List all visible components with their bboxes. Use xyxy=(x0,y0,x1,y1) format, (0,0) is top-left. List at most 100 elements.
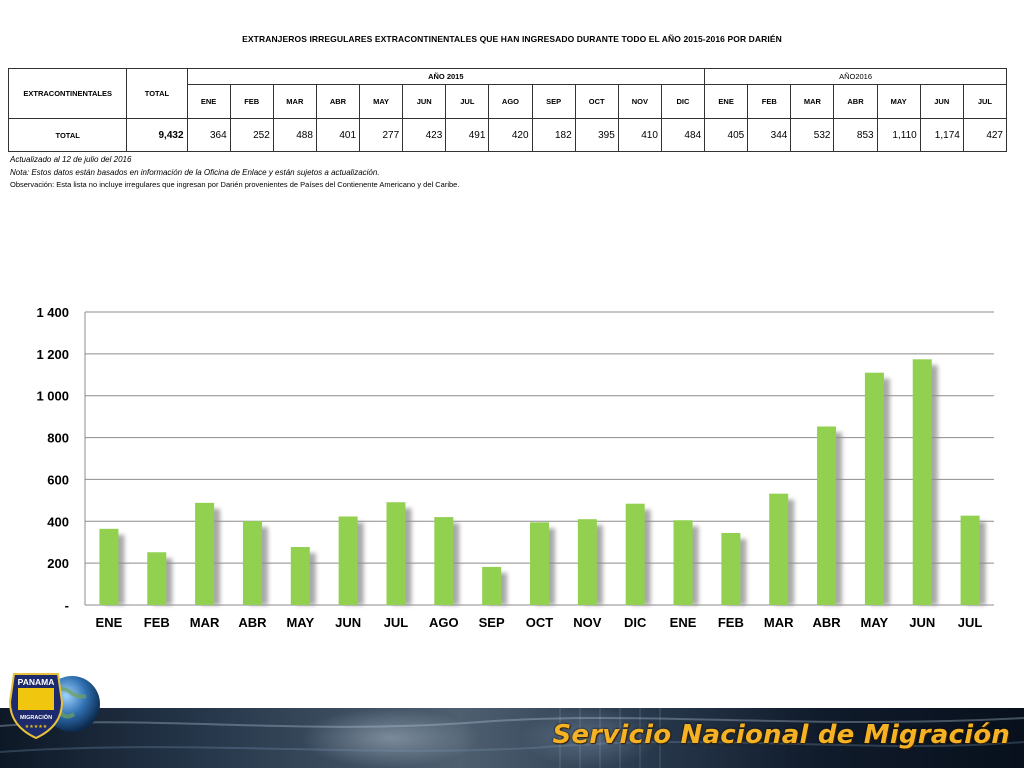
updated-note: Actualizado al 12 de julio del 2016 xyxy=(10,155,132,164)
chart-bar xyxy=(721,533,741,605)
x-tick-label: NOV xyxy=(573,615,602,630)
value-cell-2016: 405 xyxy=(704,118,749,152)
x-tick-label: ENE xyxy=(670,615,697,630)
y-tick-label: - xyxy=(65,598,69,613)
banner-wave-decoration xyxy=(0,708,1024,768)
chart-bar xyxy=(625,503,645,605)
value-cell-2016: 1,174 xyxy=(919,118,964,152)
x-tick-label: ABR xyxy=(238,615,267,630)
chart-bar xyxy=(864,372,884,605)
total-row-label: TOTAL xyxy=(7,118,128,152)
y-tick-label: 1 400 xyxy=(36,305,69,320)
year-2016-header: AÑO2016 xyxy=(704,68,1007,85)
svg-text:★★★★★: ★★★★★ xyxy=(25,724,48,730)
y-tick-label: 200 xyxy=(47,556,69,571)
x-tick-label: SEP xyxy=(479,615,505,630)
value-cell-2015: 395 xyxy=(574,118,619,152)
x-tick-label: AGO xyxy=(429,615,459,630)
value-cell-2015: 364 xyxy=(186,118,231,152)
value-cell-2015: 182 xyxy=(531,118,576,152)
value-cell-2015: 277 xyxy=(359,118,404,152)
y-tick-label: 400 xyxy=(47,514,69,529)
month-header-2015: MAR xyxy=(272,84,317,119)
month-header-2015: MAY xyxy=(359,84,404,119)
x-tick-label: MAY xyxy=(286,615,314,630)
value-cell-2016: 344 xyxy=(747,118,792,152)
month-header-2015: JUN xyxy=(402,84,447,119)
observation-note: Observación: Esta lista no incluye irreg… xyxy=(10,180,460,189)
x-tick-label: ABR xyxy=(812,615,841,630)
value-cell-2015: 484 xyxy=(660,118,706,152)
value-cell-2015: 252 xyxy=(229,118,274,152)
value-cell-2015: 401 xyxy=(315,118,361,152)
data-table: EXTRACONTINENTALES TOTAL AÑO 2015 AÑO201… xyxy=(7,68,1008,152)
year-2015-header: AÑO 2015 xyxy=(186,68,706,85)
brand-title: Servicio Nacional de Migración xyxy=(552,720,1010,750)
x-tick-label: JUL xyxy=(384,615,409,630)
value-cell-2015: 491 xyxy=(445,118,490,152)
x-tick-label: JUN xyxy=(909,615,935,630)
chart-bar xyxy=(386,502,406,605)
chart-bar xyxy=(960,515,980,605)
x-tick-label: FEB xyxy=(718,615,744,630)
y-tick-label: 600 xyxy=(47,472,69,487)
value-cell-2016: 853 xyxy=(833,118,878,152)
month-header-2016: MAR xyxy=(790,84,835,119)
month-header-2015: JUL xyxy=(445,84,490,119)
chart-bar xyxy=(769,493,789,605)
chart-bar xyxy=(99,528,119,605)
x-tick-label: JUL xyxy=(958,615,983,630)
month-header-2015: NOV xyxy=(617,84,662,119)
y-tick-label: 800 xyxy=(47,431,69,446)
x-tick-label: DIC xyxy=(624,615,647,630)
month-header-2015: OCT xyxy=(574,84,619,119)
month-header-2015: AGO xyxy=(488,84,533,119)
data-source-note: Nota: Estos datos están basados en infor… xyxy=(10,167,380,177)
x-tick-label: FEB xyxy=(144,615,170,630)
migration-logo: PANAMA MIGRACIÓN ★★★★★ xyxy=(6,664,106,744)
chart-bar xyxy=(530,522,549,605)
month-header-2016: JUL xyxy=(962,84,1008,119)
month-header-2016: MAY xyxy=(876,84,921,119)
banner-glow xyxy=(520,708,660,768)
logo-bottom-text: MIGRACIÓN xyxy=(20,713,52,721)
month-header-2015: DIC xyxy=(660,84,706,119)
chart-bar xyxy=(338,516,358,605)
x-tick-label: MAR xyxy=(764,615,794,630)
month-header-2015: FEB xyxy=(229,84,274,119)
month-header-2016: ABR xyxy=(833,84,878,119)
y-tick-label: 1 200 xyxy=(36,347,69,362)
row-header-cell: EXTRACONTINENTALES xyxy=(7,68,128,119)
month-header-2015: SEP xyxy=(531,84,576,119)
notes: Actualizado al 12 de julio del 2016 Nota… xyxy=(10,154,459,192)
x-tick-label: MAY xyxy=(861,615,889,630)
x-tick-label: JUN xyxy=(335,615,361,630)
x-tick-label: MAR xyxy=(190,615,220,630)
chart-bar xyxy=(290,547,310,605)
value-cell-2015: 420 xyxy=(488,118,533,152)
month-header-2015: ENE xyxy=(186,84,231,119)
value-cell-2015: 423 xyxy=(402,118,447,152)
y-tick-label: 1 000 xyxy=(36,389,69,404)
chart-bar xyxy=(434,517,454,605)
value-cell-2015: 488 xyxy=(272,118,317,152)
chart-bar xyxy=(195,502,215,605)
value-cell-2016: 427 xyxy=(962,118,1008,152)
month-header-2016: ENE xyxy=(704,84,749,119)
chart-bar xyxy=(673,520,693,605)
chart-bar xyxy=(817,426,837,605)
x-tick-label: OCT xyxy=(526,615,554,630)
value-cell-2015: 410 xyxy=(617,118,662,152)
month-header-2015: ABR xyxy=(315,84,361,119)
bar-chart: - 200 400 600 800 1 000 1 200 1 400 ENE FEB MAR AB… xyxy=(36,305,994,630)
footer-banner: Servicio Nacional de Migración xyxy=(0,708,1024,768)
logo-top-text: PANAMA xyxy=(18,677,55,687)
report-title: EXTRANJEROS IRREGULARES EXTRACONTINENTAL… xyxy=(242,34,782,44)
value-cell-2016: 532 xyxy=(790,118,835,152)
grand-total-cell: 9,432 xyxy=(126,118,188,152)
chart-bar xyxy=(147,552,167,605)
value-cell-2016: 1,110 xyxy=(876,118,921,152)
month-header-2016: JUN xyxy=(919,84,964,119)
chart-bar xyxy=(577,519,597,605)
chart-bar xyxy=(482,566,502,605)
